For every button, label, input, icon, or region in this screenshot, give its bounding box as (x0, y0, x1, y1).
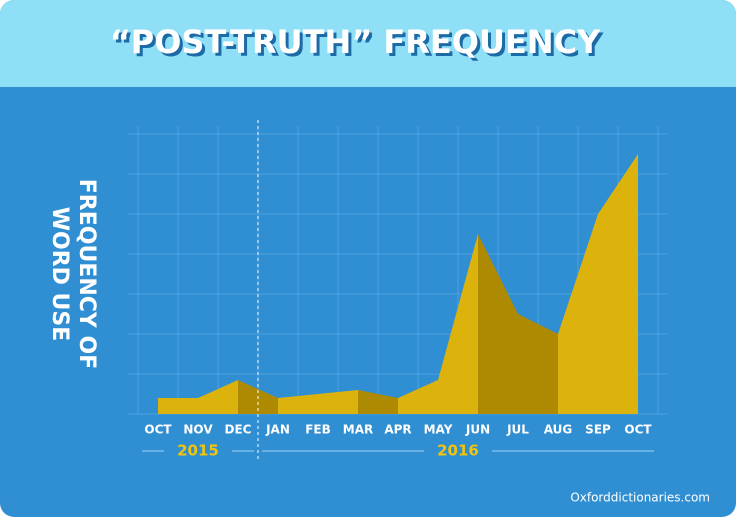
area-facet (358, 390, 398, 414)
area-facet (478, 234, 518, 414)
x-tick-label: MAR (343, 423, 373, 437)
x-tick-label: JUN (465, 423, 490, 437)
x-tick-label: AUG (544, 423, 573, 437)
area-facet (318, 390, 358, 414)
area-facet (398, 380, 438, 414)
y-axis-label: FREQUENCY OF WORD USE (47, 179, 99, 369)
chart-title: “POST-TRUTH” FREQUENCY (110, 23, 601, 61)
area-facet (598, 154, 638, 414)
area-facet (278, 394, 318, 414)
x-tick-label: NOV (183, 423, 213, 437)
x-tick-label: OCT (144, 423, 172, 437)
area-facet (558, 214, 598, 414)
year-label: 2016 (437, 442, 479, 460)
y-label-line: FREQUENCY OF (74, 179, 99, 369)
x-tick-label: FEB (305, 423, 331, 437)
x-tick-label: APR (384, 423, 411, 437)
title-shadow: “POST-TRUTH” FREQUENCY (113, 26, 604, 64)
x-tick-label: SEP (585, 423, 611, 437)
area-facet (438, 234, 478, 414)
area-facet (158, 398, 198, 414)
area-facet (518, 314, 558, 414)
year-label: 2015 (177, 442, 219, 460)
x-tick-label: OCT (624, 423, 652, 437)
y-label-line: WORD USE (47, 207, 72, 342)
x-tick-label: MAY (424, 423, 453, 437)
x-tick-label: JUL (506, 423, 529, 437)
x-tick-label: DEC (225, 423, 252, 437)
x-tick-label: JAN (265, 423, 290, 437)
area-facet (198, 380, 238, 414)
source: Oxforddictionaries.com (570, 491, 710, 505)
header-band (0, 0, 736, 87)
